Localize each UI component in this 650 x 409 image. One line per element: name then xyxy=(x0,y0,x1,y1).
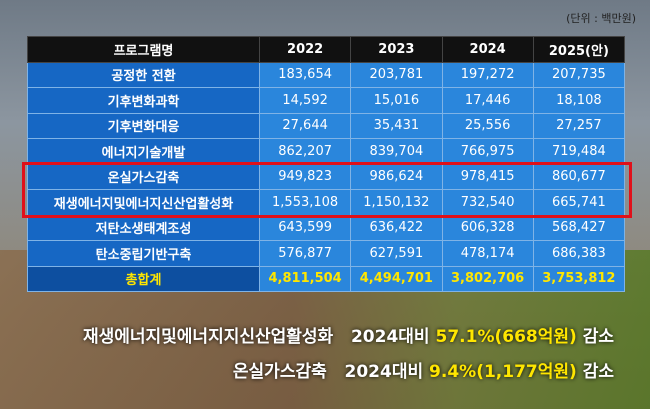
summary-program: 재생에너지및에너지지신산업활성화 xyxy=(82,327,334,347)
row-label: 에너지기술개발 xyxy=(27,138,260,165)
table-row: 온실가스감축 949,823 986,624 978,415 860,677 xyxy=(27,163,626,190)
summary-line: 재생에너지및에너지지신산업활성화 2024대비 57.1%(668억원) 감소 xyxy=(83,322,614,347)
cell: 627,591 xyxy=(350,240,443,267)
table-row: 프로그램명 2022 2023 2024 2025(안) xyxy=(27,36,626,63)
cell: 3,753,812 xyxy=(532,265,626,292)
row-label: 총합계 xyxy=(27,265,260,292)
cell: 732,540 xyxy=(441,189,534,216)
cell: 839,704 xyxy=(350,138,443,165)
table-row: 공정한 전환 183,654 203,781 197,272 207,735 xyxy=(27,61,626,88)
cell: 636,422 xyxy=(350,214,443,241)
summary-compare: 2024대비 xyxy=(344,362,424,382)
cell: 1,150,132 xyxy=(350,189,443,216)
cell: 719,484 xyxy=(532,138,626,165)
cell: 4,494,701 xyxy=(350,265,443,292)
cell: 27,257 xyxy=(532,112,626,139)
cell: 27,644 xyxy=(258,112,352,139)
cell: 18,108 xyxy=(532,87,626,114)
highlight-box xyxy=(22,162,632,218)
cell: 862,207 xyxy=(258,138,352,165)
table-row: 총합계 4,811,504 4,494,701 3,802,706 3,753,812 xyxy=(27,265,626,292)
cell: 2023 xyxy=(350,36,443,63)
summary-result: 감소 xyxy=(582,362,614,382)
cell: 197,272 xyxy=(441,61,534,88)
row-label: 저탄소생태계조성 xyxy=(27,214,260,241)
cell: 643,599 xyxy=(258,214,352,241)
cell: 203,781 xyxy=(350,61,443,88)
row-label: 프로그램명 xyxy=(27,36,260,63)
cell: 17,446 xyxy=(441,87,534,114)
cell: 766,975 xyxy=(441,138,534,165)
cell: 478,174 xyxy=(441,240,534,267)
table-row: 저탄소생태계조성 643,599 636,422 606,328 568,427 xyxy=(27,214,626,241)
table-row: 기후변화과학 14,592 15,016 17,446 18,108 xyxy=(27,87,626,114)
cell: 606,328 xyxy=(441,214,534,241)
row-label: 공정한 전환 xyxy=(27,61,260,88)
summary-change: 57.1%(668억원) xyxy=(435,327,577,347)
table-row: 기후변화대응 27,644 35,431 25,556 27,257 xyxy=(27,112,626,139)
cell: 15,016 xyxy=(350,87,443,114)
unit-note: (단위 : 백만원) xyxy=(566,12,636,25)
table-row: 재생에너지및에너지신산업활성화 1,553,108 1,150,132 732,540… xyxy=(27,189,626,216)
row-label: 기후변화대응 xyxy=(27,112,260,139)
cell: 4,811,504 xyxy=(258,265,352,292)
row-label: 온실가스감축 xyxy=(27,163,260,190)
cell: 207,735 xyxy=(532,61,626,88)
cell: 25,556 xyxy=(441,112,534,139)
row-label: 기후변화과학 xyxy=(27,87,260,114)
cell: 686,383 xyxy=(532,240,626,267)
summary-line: 온실가스감축 2024대비 9.4%(1,177억원) 감소 xyxy=(233,357,614,382)
cell: 2022 xyxy=(258,36,352,63)
cell: 978,415 xyxy=(441,163,534,190)
cell: 35,431 xyxy=(350,112,443,139)
cell: 2025(안) xyxy=(532,36,626,63)
cell: 568,427 xyxy=(532,214,626,241)
cell: 576,877 xyxy=(258,240,352,267)
cell: 14,592 xyxy=(258,87,352,114)
table-row: 에너지기술개발 862,207 839,704 766,975 719,484 xyxy=(27,138,626,165)
budget-table: 프로그램명 2022 2023 2024 2025(안) 공정한 전환 183,654 203… xyxy=(27,36,626,292)
cell: 183,654 xyxy=(258,61,352,88)
cell: 3,802,706 xyxy=(441,265,534,292)
row-label: 탄소중립기반구축 xyxy=(27,240,260,267)
summary-result: 감소 xyxy=(582,327,614,347)
summary-change: 9.4%(1,177억원) xyxy=(429,362,577,382)
cell: 1,553,108 xyxy=(258,189,352,216)
summary-program: 온실가스감축 xyxy=(232,362,327,382)
cell: 2024 xyxy=(441,36,534,63)
summary-compare: 2024대비 xyxy=(350,327,430,347)
table-row: 탄소중립기반구축 576,877 627,591 478,174 686,383 xyxy=(27,240,626,267)
